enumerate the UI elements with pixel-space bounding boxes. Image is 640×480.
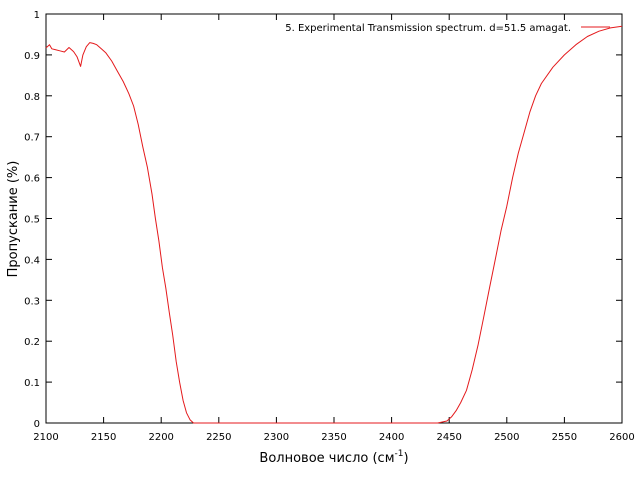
x-tick-label: 2200 bbox=[148, 432, 173, 443]
series-group bbox=[45, 25, 623, 424]
y-tick-label: 0 bbox=[34, 419, 40, 430]
x-tick-label: 2100 bbox=[33, 432, 58, 443]
x-tick-label: 2250 bbox=[206, 432, 231, 443]
x-axis-title-main: Волновое число (см bbox=[259, 451, 394, 466]
y-tick-label: 0.3 bbox=[24, 296, 40, 307]
x-tick-label: 2150 bbox=[91, 432, 116, 443]
x-tick-label: 2350 bbox=[321, 432, 346, 443]
y-tick-label: 0.9 bbox=[24, 51, 40, 62]
x-tick-label: 2500 bbox=[494, 432, 519, 443]
plot-frame bbox=[45, 13, 623, 424]
y-tick-label: 0.4 bbox=[24, 255, 40, 266]
y-tick-label: 0.8 bbox=[24, 92, 40, 103]
axis-ticks bbox=[45, 13, 623, 424]
y-tick-label: 0.2 bbox=[24, 337, 40, 348]
x-tick-label: 2400 bbox=[379, 432, 404, 443]
y-tick-label: 0.5 bbox=[24, 215, 40, 226]
legend-label: 5. Experimental Transmission spectrum. d… bbox=[285, 23, 571, 34]
legend: 5. Experimental Transmission spectrum. d… bbox=[285, 23, 610, 34]
y-axis-title: Пропускание (%) bbox=[6, 161, 21, 278]
x-tick-label: 2600 bbox=[609, 432, 634, 443]
x-tick-label: 2550 bbox=[552, 432, 577, 443]
y-tick-label: 1 bbox=[34, 10, 40, 21]
series-line bbox=[45, 25, 623, 424]
x-axis-title-superscript: -1 bbox=[395, 449, 404, 459]
y-tick-label: 0.6 bbox=[24, 174, 40, 185]
y-tick-label: 0.1 bbox=[24, 378, 40, 389]
x-axis-title-close: ) bbox=[403, 451, 408, 466]
y-tick-labels: 0 0.1 0.2 0.3 0.4 0.5 0.6 0.7 0.8 0.9 1 bbox=[24, 10, 40, 430]
y-tick-label: 0.7 bbox=[24, 133, 40, 144]
x-tick-label: 2300 bbox=[264, 432, 289, 443]
x-axis-title: Волновое число (см-1) bbox=[259, 449, 408, 466]
x-tick-label: 2450 bbox=[436, 432, 461, 443]
x-tick-labels: 2100 2150 2200 2250 2300 2350 2400 2450 2500 2550… bbox=[33, 432, 634, 443]
